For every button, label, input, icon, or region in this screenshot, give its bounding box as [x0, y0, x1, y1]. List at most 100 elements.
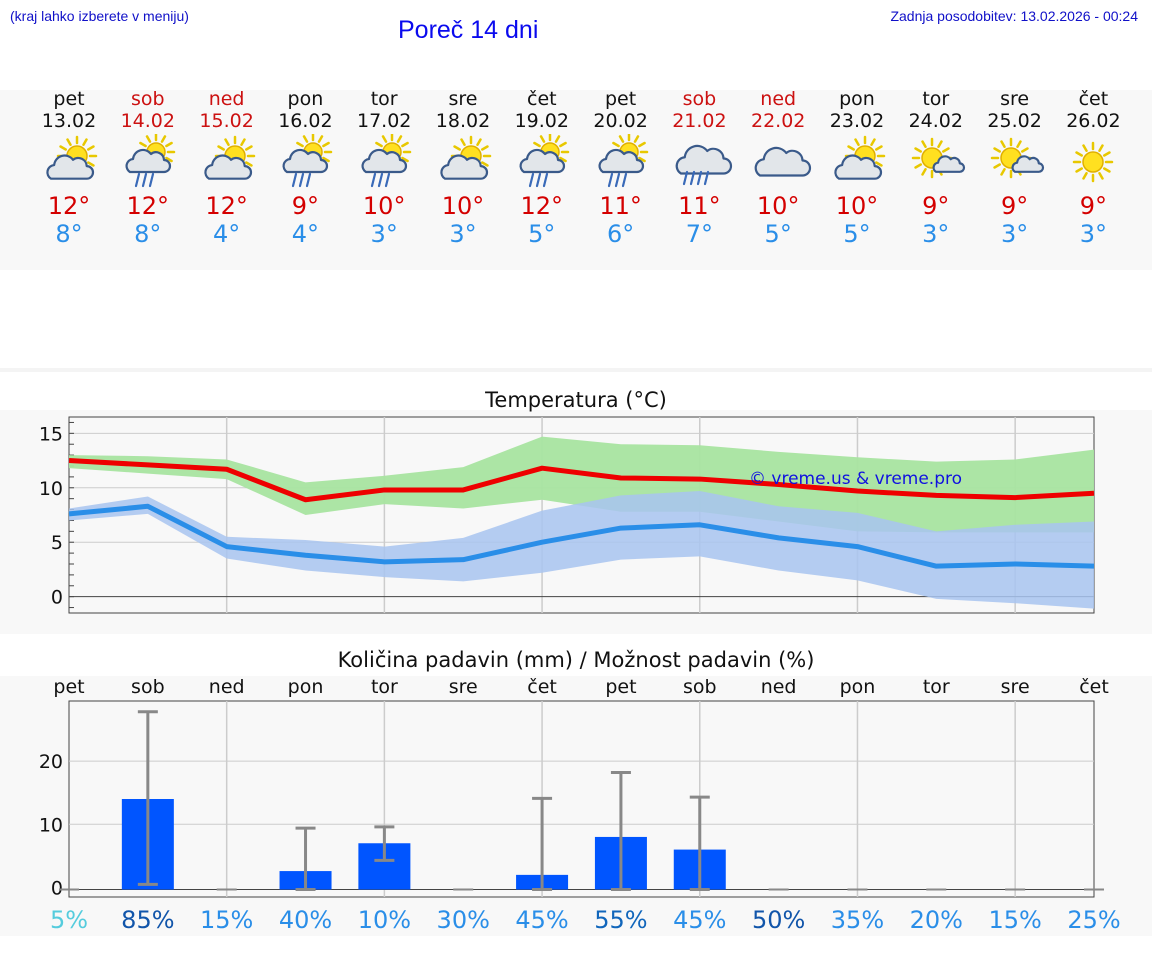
- sun-cloud-icon: [203, 135, 255, 180]
- sun-cloud-icon: [440, 135, 492, 180]
- day-name: ned: [208, 88, 245, 110]
- day-column: čet 19.02 12° 5°: [502, 88, 582, 248]
- max-temp: 12°: [205, 192, 248, 220]
- precip-probability: 5%: [50, 906, 88, 934]
- sun-cloud-rain-icon: [282, 134, 333, 188]
- day-date: 13.02: [41, 110, 97, 132]
- temperature-chart-title: Temperatura (°C): [485, 388, 667, 412]
- day-column: pon 23.02 10° 5°: [817, 88, 897, 248]
- series-line-min: [68, 503, 1095, 569]
- day-column: tor 17.02 10° 3°: [344, 88, 424, 248]
- divider: [0, 368, 1152, 372]
- x-category-label: sre: [1001, 676, 1030, 698]
- x-category-label: ned: [761, 676, 797, 698]
- sun-small-cloud-icon: [911, 137, 965, 179]
- day-column: sre 25.02 9° 3°: [975, 88, 1055, 248]
- sun-small-cloud-icon: [990, 137, 1044, 179]
- x-category-label: tor: [923, 676, 950, 698]
- day-column: ned 22.02 10° 5°: [738, 88, 818, 248]
- band-min: [69, 491, 1094, 609]
- day-date: 20.02: [593, 110, 648, 132]
- sun-cloud-rain-icon: [598, 134, 648, 188]
- y-tick-label: 5: [51, 532, 63, 554]
- max-temp: 10°: [362, 192, 406, 220]
- sun-cloud-rain-icon: [125, 134, 176, 188]
- precip-probability: 55%: [594, 906, 647, 934]
- day-name: čet: [527, 88, 557, 110]
- min-temp: 7°: [685, 220, 714, 248]
- min-temp: 5°: [764, 220, 792, 248]
- day-column: čet 26.02 9° 3°: [1053, 88, 1133, 248]
- day-date: 23.02: [829, 110, 885, 132]
- band-max: [69, 436, 1094, 533]
- page-title: Poreč 14 dni: [398, 16, 539, 44]
- day-name: pet: [53, 88, 85, 110]
- precip-probability: 45%: [673, 906, 726, 934]
- x-category-label: pon: [840, 676, 876, 698]
- y-tick-label: 15: [39, 423, 63, 445]
- max-temp: 9°: [291, 192, 320, 220]
- day-name: tor: [922, 88, 950, 110]
- min-temp: 8°: [55, 220, 83, 248]
- min-temp: 3°: [449, 220, 477, 248]
- precip-probability: 50%: [752, 906, 805, 934]
- min-temp: 4°: [291, 220, 320, 248]
- precip-probability: 10%: [358, 906, 411, 934]
- day-column: tor 24.02 9° 3°: [896, 88, 976, 248]
- day-name: ned: [760, 88, 797, 110]
- day-name: pon: [287, 88, 324, 110]
- day-column: pet 13.02 12° 8°: [29, 88, 109, 248]
- y-tick-label: 0: [51, 878, 63, 900]
- max-temp: 12°: [520, 192, 564, 220]
- series-line-max: [68, 458, 1095, 503]
- sun-cloud-rain-icon: [519, 134, 570, 188]
- day-column: pon 16.02 9° 4°: [265, 88, 345, 248]
- forecast-band: [0, 90, 1152, 270]
- day-date: 24.02: [908, 110, 963, 132]
- day-date: 21.02: [672, 110, 727, 132]
- x-category-label: sob: [131, 676, 165, 698]
- x-category-label: tor: [371, 676, 398, 698]
- day-name: sob: [131, 88, 165, 110]
- daily-forecast: pet 13.02 12° 8° sob 14.02 12° 8° ned 15.02 12° 4° p…: [0, 88, 1152, 268]
- precip-probability: 20%: [910, 906, 963, 934]
- day-column: sob 21.02 11° 7°: [659, 88, 739, 248]
- min-temp: 3°: [922, 220, 950, 248]
- y-tick-label: 10: [39, 814, 63, 836]
- x-category-label: pon: [288, 676, 324, 698]
- max-temp: 10°: [835, 192, 879, 220]
- day-name: čet: [1078, 88, 1109, 110]
- precip-probability: 15%: [988, 906, 1041, 934]
- y-tick-label: 10: [39, 478, 63, 500]
- x-category-label: čet: [527, 676, 557, 698]
- day-date: 15.02: [199, 110, 254, 132]
- max-temp: 11°: [599, 192, 642, 220]
- precip-probability: 30%: [437, 906, 490, 934]
- day-date: 17.02: [356, 110, 412, 132]
- watermark: © vreme.us & vreme.pro: [749, 469, 962, 489]
- day-date: 19.02: [514, 110, 569, 132]
- day-date: 26.02: [1066, 110, 1121, 132]
- sun-cloud-icon: [834, 135, 886, 180]
- precip-probability: 85%: [121, 906, 174, 934]
- precip-probability: 25%: [1067, 906, 1120, 934]
- x-category-label: ned: [209, 676, 245, 698]
- min-temp: 3°: [1079, 220, 1108, 248]
- precip-probability: 45%: [515, 906, 568, 934]
- day-name: sob: [682, 88, 717, 110]
- x-category-label: sob: [683, 676, 717, 698]
- sun-cloud-icon: [46, 135, 98, 180]
- sun-icon: [1073, 141, 1114, 183]
- day-name: tor: [370, 88, 398, 110]
- precip-chart-title: Količina padavin (mm) / Možnost padavin …: [337, 648, 815, 672]
- min-temp: 4°: [212, 220, 241, 248]
- max-temp: 12°: [47, 192, 91, 220]
- day-column: sre 18.02 10° 3°: [423, 88, 503, 248]
- max-temp: 10°: [441, 192, 485, 220]
- x-category-label: sre: [449, 676, 478, 698]
- max-temp: 9°: [1000, 192, 1029, 220]
- min-temp: 3°: [370, 220, 398, 248]
- x-category-label: pet: [605, 676, 636, 698]
- max-temp: 10°: [756, 192, 800, 220]
- menu-hint: (kraj lahko izberete v meniju): [10, 8, 189, 24]
